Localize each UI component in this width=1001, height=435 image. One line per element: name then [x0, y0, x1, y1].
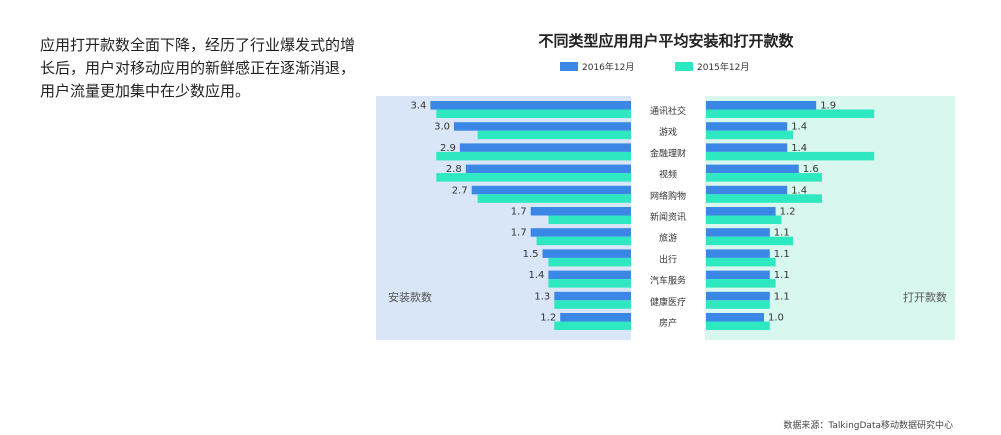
open-value-label: 1.6	[803, 164, 819, 175]
install-bar-2016	[560, 313, 631, 322]
open-bar-2016	[706, 207, 776, 216]
open-bar-2015	[706, 194, 822, 203]
install-value-label: 2.9	[440, 143, 456, 154]
open-bar-2015	[706, 130, 793, 140]
legend-swatch-2016	[560, 62, 578, 71]
install-bar-2016	[542, 249, 631, 258]
open-value-label: 1.1	[774, 228, 790, 239]
open-bar-2015	[706, 321, 770, 330]
open-bar-2015	[706, 236, 793, 246]
install-bar-2016	[430, 101, 631, 110]
open-bar-2015	[706, 109, 875, 118]
category-label: 视频	[659, 169, 677, 181]
open-bar-2016	[706, 249, 770, 258]
open-bar-2016	[706, 313, 764, 322]
open-bar-2016	[706, 164, 799, 174]
install-value-label: 3.4	[410, 101, 426, 112]
open-value-label: 1.4	[791, 122, 807, 133]
install-bar-2016	[554, 291, 631, 301]
install-bar-2016	[530, 207, 631, 216]
install-bar-2016	[459, 143, 631, 152]
open-bar-2016	[706, 143, 788, 152]
install-bar-2015	[548, 215, 631, 224]
open-value-label: 1.2	[780, 207, 796, 218]
open-bar-2015	[706, 151, 875, 161]
open-bar-2016	[706, 270, 770, 280]
category-label: 旅游	[659, 232, 677, 244]
category-label: 新闻资讯	[650, 211, 686, 223]
open-bar-2015	[706, 173, 822, 182]
open-bar-2015	[706, 279, 776, 288]
open-value-label: 1.1	[774, 270, 790, 281]
open-value-label: 1.1	[774, 291, 790, 302]
legend-swatch-2015	[675, 62, 693, 71]
install-bar-2015	[477, 130, 631, 140]
install-bar-2015	[536, 236, 631, 246]
category-label: 通讯社交	[650, 105, 686, 117]
open-bar-2016	[706, 291, 770, 301]
install-bar-2016	[465, 164, 631, 174]
category-label: 健康医疗	[650, 296, 686, 308]
open-value-label: 1.9	[820, 101, 836, 112]
install-bar-2015	[436, 173, 631, 182]
category-label: 汽车服务	[650, 275, 686, 287]
install-panel-label: 安装款数	[388, 290, 432, 304]
open-panel-label: 打开款数	[903, 290, 947, 304]
category-label: 房产	[659, 317, 677, 329]
open-bar-2015	[706, 257, 776, 267]
category-label: 游戏	[659, 126, 677, 138]
install-bar-2015	[554, 300, 631, 309]
open-value-label: 1.4	[791, 185, 807, 196]
open-bar-2016	[706, 228, 770, 237]
open-bar-2015	[706, 300, 770, 309]
legend-label-2016: 2016年12月	[582, 63, 635, 73]
install-bar-2015	[436, 151, 631, 161]
open-bar-2015	[706, 215, 782, 224]
install-bar-2015	[436, 109, 631, 118]
open-value-label: 1.0	[768, 313, 784, 324]
install-bar-2016	[548, 270, 631, 280]
install-value-label: 2.7	[452, 185, 468, 196]
install-bar-2015	[477, 194, 631, 203]
install-bar-2016	[530, 228, 631, 237]
install-value-label: 2.8	[446, 164, 462, 175]
legend-label-2015: 2015年12月	[697, 63, 750, 73]
category-label: 金融理财	[650, 147, 686, 159]
install-bar-2016	[454, 122, 631, 131]
install-bar-2015	[548, 279, 631, 288]
chart-title: 不同类型应用用户平均安装和打开款数	[538, 32, 794, 50]
category-label: 出行	[659, 253, 677, 265]
install-value-label: 1.3	[534, 291, 550, 302]
open-value-label: 1.4	[791, 143, 807, 154]
description-text: 应用打开款数全面下降，经历了行业爆发式的增长后，用户对移动应用的新鲜感正在逐渐消…	[40, 36, 356, 100]
install-value-label: 1.7	[511, 228, 527, 239]
legend-item-2016: 2016年12月	[560, 60, 634, 73]
install-bar-2015	[554, 321, 631, 330]
open-value-label: 1.1	[774, 249, 790, 260]
install-bar-2016	[471, 185, 631, 195]
open-bar-2016	[706, 122, 788, 131]
install-value-label: 1.2	[540, 313, 556, 324]
install-value-label: 1.4	[528, 270, 544, 281]
install-bar-2015	[548, 257, 631, 267]
category-label: 网络购物	[650, 190, 686, 202]
open-bar-2016	[706, 185, 788, 195]
install-value-label: 3.0	[434, 122, 450, 133]
install-value-label: 1.7	[511, 207, 527, 218]
data-source: 数据来源：TalkingData移动数据研究中心	[783, 421, 953, 431]
open-bar-2016	[706, 101, 817, 110]
legend-item-2015: 2015年12月	[675, 60, 749, 73]
install-value-label: 1.5	[523, 249, 539, 260]
